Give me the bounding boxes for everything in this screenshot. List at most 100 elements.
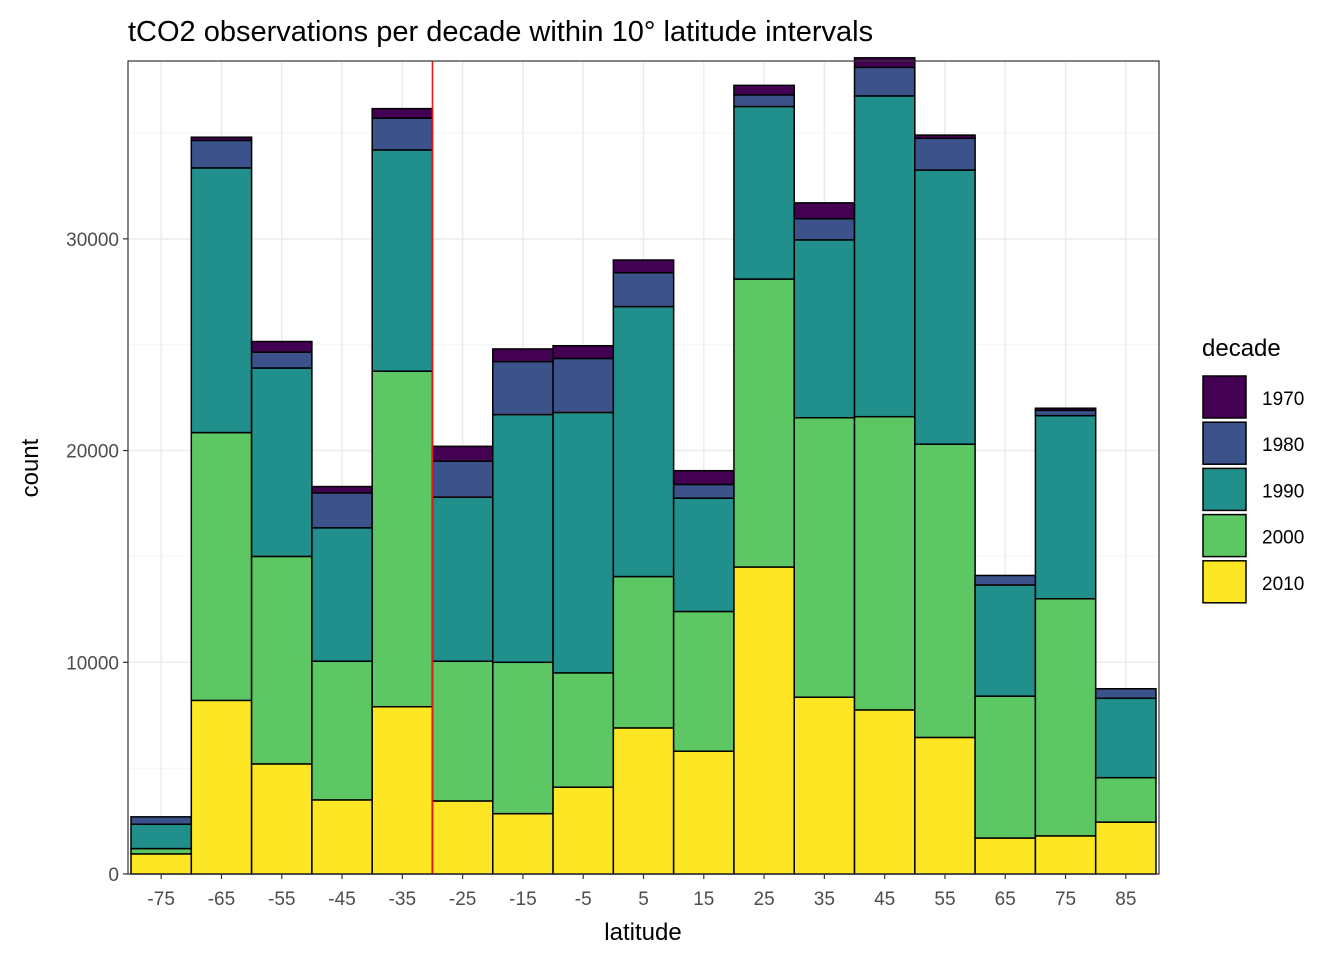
bar-segment-1980 (250, 351, 313, 369)
x-axis-title: latitude (604, 919, 681, 946)
bar-segment-2000 (974, 695, 1037, 839)
x-axis: -75 -65 -55 -45 -35 -25 -15 -5 5 15 25 35 45 55 65 75 85 (147, 874, 1136, 910)
bar-segment-2000 (311, 660, 373, 801)
legend: decade 1970 1980 1990 2000 2010 (1202, 335, 1304, 604)
bar-segment-2010 (853, 709, 916, 875)
legend-swatch-2010 (1202, 560, 1247, 604)
bar-segment-1970 (190, 136, 253, 142)
bar-segment-1970 (552, 345, 615, 360)
bar-segment-1980 (974, 574, 1037, 586)
bar-segment-2010 (733, 566, 795, 875)
legend-label-2000: 2000 (1262, 528, 1304, 549)
bar-segment-1970 (250, 340, 313, 353)
bar-segment-2000 (1094, 776, 1157, 823)
bar-segment-1990 (1034, 414, 1097, 600)
bar-segment-1990 (974, 584, 1037, 697)
bar-segment-2000 (612, 575, 675, 729)
x-tick-label: 85 (1115, 889, 1136, 910)
x-tick-label: 55 (934, 889, 955, 910)
bar-segment-1980 (914, 137, 976, 171)
legend-label-2010: 2010 (1262, 574, 1304, 595)
bar-segment-1980 (1094, 687, 1157, 700)
bar-segment-1970 (371, 107, 434, 119)
bar-segment-1980 (130, 816, 193, 825)
bar-segment-1990 (672, 497, 735, 613)
y-tick-label: 30000 (66, 230, 119, 251)
bar-segment-1980 (431, 460, 494, 498)
x-tick-label: -45 (328, 889, 355, 910)
bar-segment-1970 (793, 202, 856, 220)
bar-segment-2000 (793, 416, 856, 698)
bar-segment-1970 (492, 348, 554, 363)
bar-segment-1990 (492, 413, 554, 664)
bar-segment-2010 (612, 727, 675, 875)
bar-segment-2000 (1034, 598, 1097, 837)
legend-swatch-1980 (1202, 421, 1247, 465)
bar-segment-2010 (1034, 835, 1097, 875)
bar-segment-2000 (552, 672, 615, 788)
chart-title: tCO2 observations per decade within 10° … (128, 16, 873, 48)
x-tick-label: 75 (1055, 889, 1076, 910)
bar-segment-1990 (793, 239, 856, 419)
bar-segment-2010 (130, 853, 193, 875)
bar-segment-2010 (492, 812, 554, 875)
legend-title: decade (1202, 335, 1281, 362)
bar-segment-2010 (311, 799, 373, 875)
bar-segment-1980 (1034, 409, 1097, 417)
x-tick-label: -65 (208, 889, 235, 910)
bar-segment-2010 (793, 696, 856, 875)
legend-swatch-1970 (1202, 375, 1247, 419)
bar-segment-2010 (431, 800, 494, 875)
bar-segment-1990 (552, 411, 615, 674)
bar-segment-2010 (250, 763, 313, 875)
x-tick-label: 15 (693, 889, 714, 910)
bar-segment-1980 (853, 66, 916, 97)
bar-segment-1990 (612, 305, 675, 578)
bar-segment-1970 (431, 445, 494, 462)
bar-segment-1990 (1094, 697, 1157, 779)
legend-label-1990: 1990 (1262, 481, 1304, 502)
bar-segment-2010 (974, 837, 1037, 875)
bar-segment-2000 (672, 610, 735, 752)
bar-segment-1970 (1034, 407, 1097, 412)
y-axis-title: count (17, 438, 44, 497)
bar-segment-2000 (853, 415, 916, 711)
bar-segment-1990 (853, 95, 916, 418)
bar-segment-1980 (311, 492, 373, 529)
x-tick-label: -75 (147, 889, 174, 910)
x-tick-label: -25 (449, 889, 476, 910)
bar-segment-1970 (853, 57, 916, 69)
legend-label-1970: 1970 (1262, 389, 1304, 410)
x-tick-label: 5 (638, 889, 649, 910)
y-axis: 0 10000 20000 30000 (66, 230, 128, 886)
bar-segment-1980 (733, 94, 795, 108)
bar-segment-1970 (672, 469, 735, 486)
legend-label-1980: 1980 (1262, 435, 1304, 456)
bar-segment-2000 (492, 661, 554, 815)
bar-segment-2010 (371, 705, 434, 875)
bar-segment-2010 (552, 786, 615, 875)
x-tick-label: -15 (509, 889, 536, 910)
bar-segment-1990 (371, 149, 434, 372)
x-tick-label: -55 (268, 889, 295, 910)
bar-segment-1990 (733, 105, 795, 280)
bar-segment-1990 (431, 496, 494, 662)
bar-segment-1990 (190, 167, 253, 434)
bar-segment-2000 (914, 443, 976, 739)
legend-items: 1970 1980 1990 2000 2010 (1202, 375, 1304, 604)
legend-swatch-1990 (1202, 467, 1247, 512)
x-tick-label: 65 (995, 889, 1016, 910)
y-tick-label: 10000 (66, 653, 119, 674)
bar-segment-1980 (190, 139, 253, 169)
bar-segment-2010 (672, 750, 735, 875)
bar-segment-1990 (914, 169, 976, 445)
bar-segment-2010 (914, 736, 976, 875)
x-tick-label: 35 (814, 889, 835, 910)
y-tick-label: 0 (108, 865, 119, 886)
bar-segment-1970 (733, 84, 795, 96)
bar-segment-1990 (250, 367, 313, 558)
bar-segment-1970 (311, 485, 373, 494)
bar-segment-1970 (612, 259, 675, 274)
x-tick-label: -5 (575, 889, 592, 910)
legend-swatch-2000 (1202, 513, 1247, 558)
